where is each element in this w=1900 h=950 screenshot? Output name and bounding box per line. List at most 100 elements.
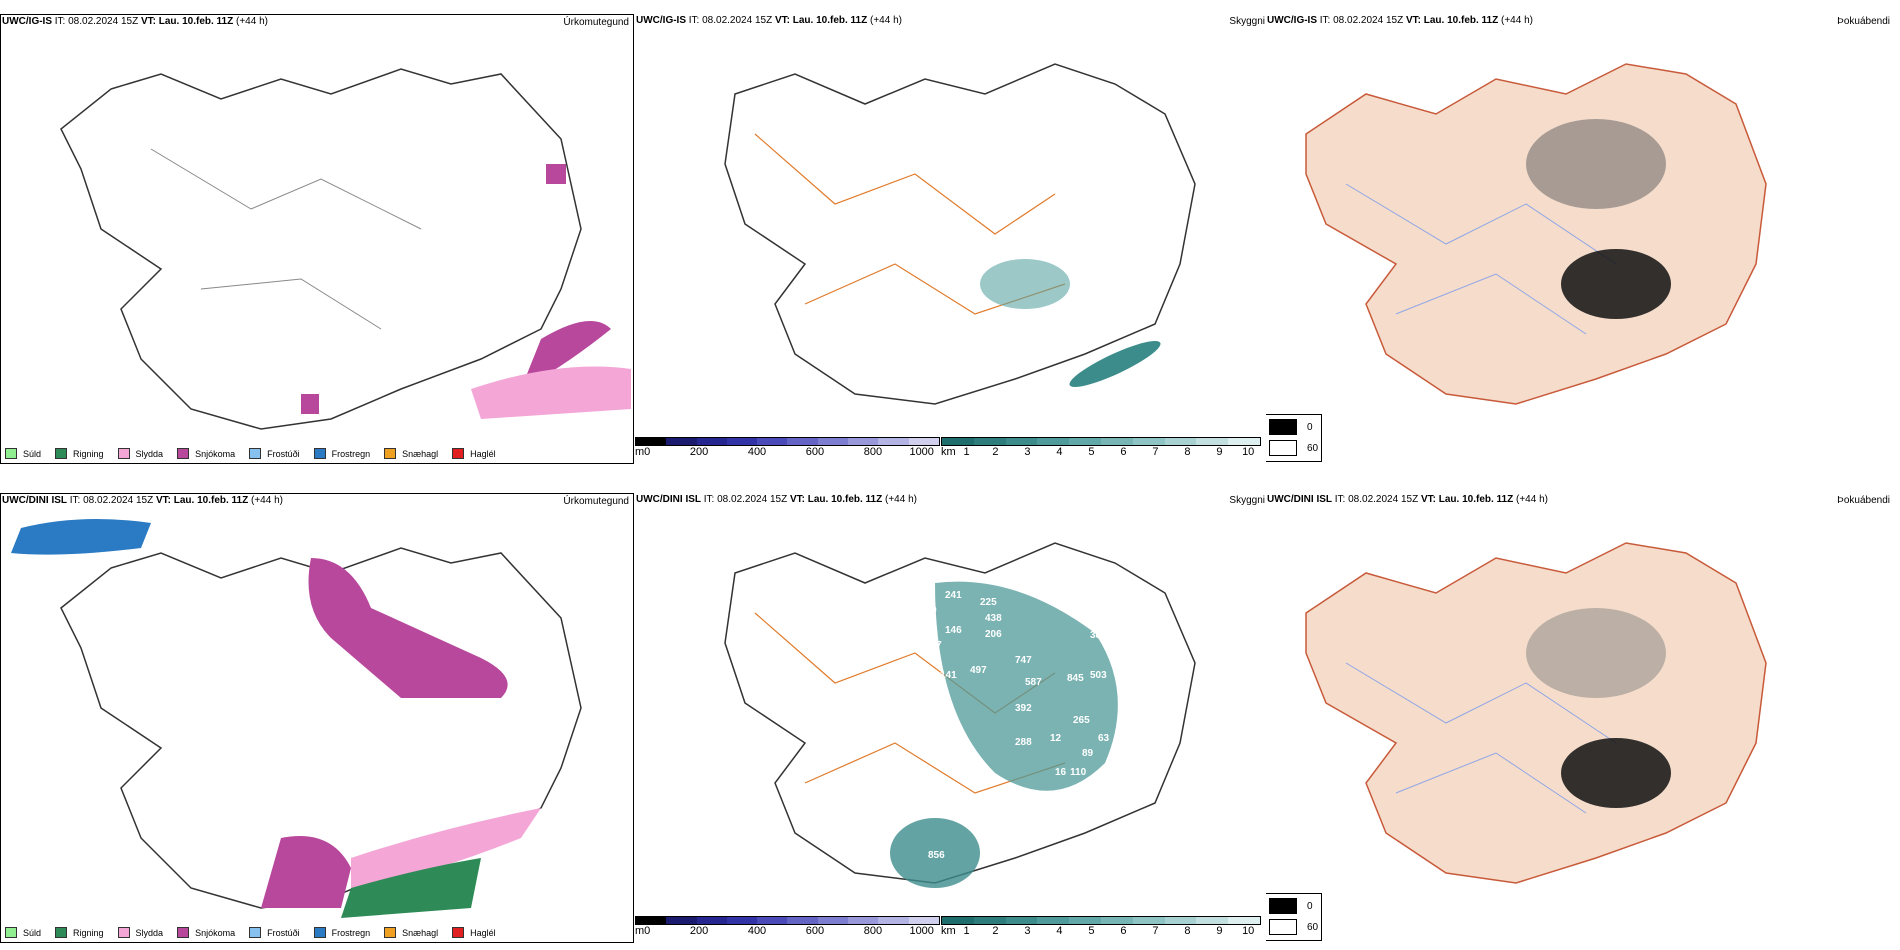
visibility-label: 110 (1070, 767, 1087, 778)
iceland-map (1305, 63, 1767, 405)
visibility-label: 265 (1073, 715, 1090, 726)
visibility-label: 587 (1025, 677, 1042, 688)
scale-tick: 200 (689, 446, 709, 458)
scale-tick: 8 (1184, 446, 1191, 458)
iceland-map (1305, 542, 1767, 884)
scale-tick: 2 (992, 925, 999, 937)
scale-unit: km (941, 446, 956, 458)
visibility-label: 72 (1115, 643, 1127, 654)
scale-tick: 6 (1120, 925, 1127, 937)
legend-swatch (177, 448, 190, 459)
visibility-scale: km 1 2 3 4 5 6 7 8 9 10 (941, 916, 1261, 937)
scale-bar (941, 916, 1261, 925)
legend-swatch (384, 927, 397, 938)
scale-tick: 5 (1088, 446, 1095, 458)
legend-swatch (313, 448, 326, 459)
legend-item: Súld (5, 448, 41, 459)
precip-legend: Súld Rigning Slydda Snjókoma Frostúði Fr… (5, 448, 496, 459)
scale-tick: 7 (1152, 925, 1159, 937)
scale-tick: 1000 (909, 925, 934, 937)
visibility-label: 288 (1015, 737, 1032, 748)
panel-title: Þokuábendi (1837, 16, 1890, 27)
legend-swatch (55, 927, 68, 938)
legend-item: Frostúði (249, 927, 300, 938)
legend-swatch (177, 927, 190, 938)
visibility-label: 225 (980, 597, 997, 608)
legend-item: Slydda (117, 927, 163, 938)
panel-title: Úrkomutegund (563, 496, 629, 507)
visibility-label: 89 (1082, 748, 1094, 759)
cloud-panel-bottom: UWC/DINI ISL IT: 08.02.2024 15Z VT: Lau.… (635, 493, 1265, 943)
scale-tick: 600 (805, 925, 825, 937)
visibility-label: 470 (920, 605, 937, 616)
legend-item: Rigning (55, 448, 104, 459)
fog-legend: 0 60 (1266, 414, 1322, 462)
scale-tick: 10 (1242, 446, 1255, 458)
visibility-labels: 241 470 137 146 141 225 438 206 497 747 … (920, 590, 1144, 861)
scale-tick: 8 (1184, 925, 1191, 937)
precip-panel-bottom: UWC/DINI ISL IT: 08.02.2024 15Z VT: Lau.… (0, 493, 634, 943)
visibility-label: 28 (1055, 795, 1067, 806)
visibility-label: 856 (928, 850, 945, 861)
visibility-label: 382 (1090, 630, 1107, 641)
scale-tick: 3 (1024, 925, 1031, 937)
iceland-map (60, 68, 631, 430)
iceland-map (724, 63, 1196, 405)
scale-unit: km (941, 925, 956, 937)
visibility-label: 141 (940, 670, 957, 681)
scale-tick: 1000 (909, 446, 934, 458)
scale-tick: 800 (863, 925, 883, 937)
visibility-label: 63 (1098, 733, 1110, 744)
scale-tick: 4 (1056, 925, 1063, 937)
scale-bar (941, 437, 1261, 446)
legend-item: Slydda (117, 448, 163, 459)
visibility-label: 845 (1067, 673, 1084, 684)
precip-panel-top: UWC/IG-IS IT: 08.02.2024 15Z VT: Lau. 10… (0, 14, 634, 464)
panel-header: UWC/DINI ISL IT: 08.02.2024 15Z VT: Lau.… (1267, 494, 1548, 505)
precip-legend: Súld Rigning Slydda Snjókoma Frostúði Fr… (5, 927, 496, 938)
legend-swatch (117, 927, 130, 938)
scale-tick: 400 (747, 925, 767, 937)
scale-tick: 6 (1120, 446, 1127, 458)
legend-item: Haglél (452, 927, 496, 938)
scale-tick: 800 (863, 446, 883, 458)
legend-swatch (5, 927, 17, 938)
legend-swatch (384, 448, 397, 459)
panel-title: Skyggni (1229, 16, 1265, 27)
altitude-scale: m 0 200 400 600 800 1000 (635, 916, 940, 937)
visibility-label: 16 (1055, 767, 1067, 778)
legend-item: Frostregn (313, 448, 370, 459)
scale-tick: 400 (747, 446, 767, 458)
panel-title: Úrkomutegund (563, 17, 629, 28)
legend-item: Rigning (55, 927, 104, 938)
visibility-label: 206 (985, 629, 1002, 640)
scale-tick: 600 (805, 446, 825, 458)
visibility-label: 241 (945, 590, 962, 601)
scale-tick: 9 (1216, 925, 1223, 937)
fog-swatch (1269, 419, 1297, 435)
scale-unit: m (635, 925, 645, 937)
legend-item: Snjókoma (177, 448, 235, 459)
scale-tick: 5 (1088, 925, 1095, 937)
visibility-label: 497 (970, 665, 987, 676)
cloud-panel-top: UWC/IG-IS IT: 08.02.2024 15Z VT: Lau. 10… (635, 14, 1265, 464)
fog-panel-bottom: UWC/DINI ISL IT: 08.02.2024 15Z VT: Lau.… (1266, 493, 1900, 943)
visibility-label: 392 (1015, 703, 1032, 714)
scale-tick: 4 (1056, 446, 1063, 458)
scale-tick: 7 (1152, 446, 1159, 458)
panel-title: Þokuábendi (1837, 495, 1890, 506)
visibility-scale: km 1 2 3 4 5 6 7 8 9 10 (941, 437, 1261, 458)
fog-legend: 0 60 (1266, 893, 1322, 941)
legend-swatch (452, 927, 465, 938)
scale-tick: 3 (1024, 446, 1031, 458)
visibility-label: 146 (945, 625, 962, 636)
visibility-label: 137 (925, 640, 942, 651)
legend-swatch (452, 448, 465, 459)
panel-header: UWC/IG-IS IT: 08.02.2024 15Z VT: Lau. 10… (1267, 15, 1533, 26)
legend-swatch (117, 448, 130, 459)
scale-bar (635, 916, 940, 925)
legend-item: Súld (5, 927, 41, 938)
panel-header: UWC/IG-IS IT: 08.02.2024 15Z VT: Lau. 10… (2, 16, 268, 27)
legend-swatch (249, 927, 262, 938)
scale-unit: m (635, 446, 645, 458)
